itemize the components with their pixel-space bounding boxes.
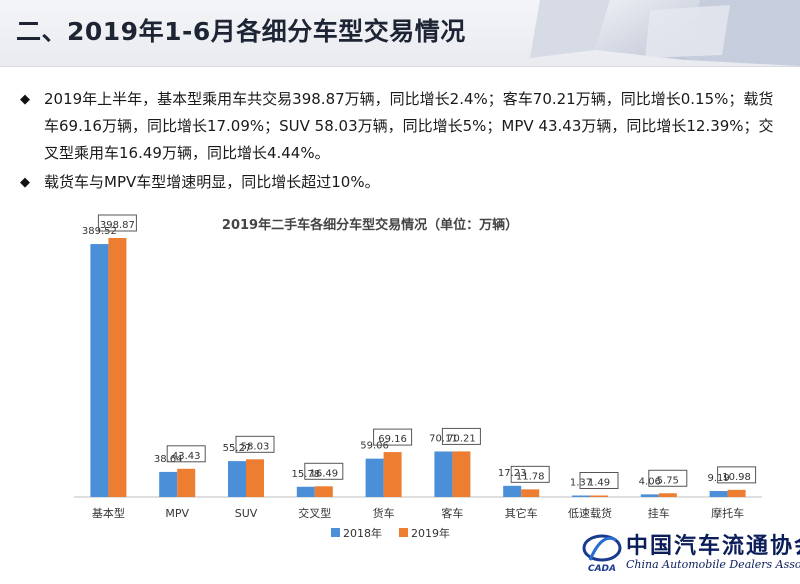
bullet-item: ◆ 载货车与MPV车型增速明显，同比增长超过10%。 <box>16 169 786 196</box>
data-label: 38.64 <box>154 454 183 465</box>
page-title: 二、2019年1-6月各细分车型交易情况 <box>16 17 466 46</box>
x-tick-label: 其它车 <box>505 506 538 520</box>
data-label: 43.43 <box>172 451 201 462</box>
legend-swatch <box>399 528 408 537</box>
data-label-box <box>235 435 275 453</box>
data-label-box <box>648 469 688 487</box>
bar-2019年-其它车 <box>521 489 540 497</box>
bar-2018年-低速载货 <box>572 495 590 497</box>
bar-2018年-客车 <box>434 451 453 497</box>
bullet-list: ◆ 2019年上半年，基本型乘用车共交易398.87万辆，同比增长2.4%；客车… <box>16 86 786 198</box>
bar-2018年-其它车 <box>503 485 522 497</box>
data-label: 59.06 <box>360 441 389 452</box>
x-tick-label: SUV <box>235 507 258 520</box>
data-label-box <box>166 445 206 463</box>
data-label: 15.78 <box>291 469 320 480</box>
diamond-bullet-icon: ◆ <box>20 92 30 107</box>
bar-2019年-货车 <box>383 452 402 497</box>
logo-name-en: China Automobile Dealers Association <box>626 558 800 571</box>
bar-2018年-SUV <box>228 461 246 497</box>
data-label: 1.49 <box>588 478 610 489</box>
legend-swatch <box>331 528 340 537</box>
data-label: 70.21 <box>447 433 476 444</box>
data-label: 11.78 <box>516 471 545 482</box>
data-label: 9.19 <box>707 473 729 484</box>
data-label: 58.03 <box>241 441 270 452</box>
bar-2019年-摩托车 <box>727 489 746 497</box>
bar-2018年-挂车 <box>640 494 659 497</box>
x-tick-label: 货车 <box>373 506 395 520</box>
bar-2019年-基本型 <box>108 238 127 497</box>
logo-name-cn: 中国汽车流通协会 <box>626 533 800 559</box>
data-label-box <box>717 466 757 484</box>
data-label: 398.87 <box>100 220 135 231</box>
data-label: 389.52 <box>82 226 117 237</box>
data-label: 55.27 <box>223 443 252 454</box>
bullet-text: 载货车与MPV车型增速明显，同比增长超过10%。 <box>44 173 380 191</box>
data-label: 17.23 <box>498 468 527 479</box>
association-logo: CADA 中国汽车流通协会 China Automobile Dealers A… <box>580 528 800 580</box>
chart-title: 2019年二手车各细分车型交易情况（单位：万辆） <box>222 217 518 233</box>
bar-2018年-货车 <box>365 458 384 497</box>
data-label-box <box>97 214 137 232</box>
data-label: 4.06 <box>639 476 661 487</box>
bar-2018年-基本型 <box>90 244 109 497</box>
bar-2019年-客车 <box>452 451 471 497</box>
data-label-box <box>304 462 344 480</box>
bullet-text: 2019年上半年，基本型乘用车共交易398.87万辆，同比增长2.4%；客车70… <box>44 90 774 162</box>
header-bar: 二、2019年1-6月各细分车型交易情况 <box>0 0 800 67</box>
bar-2018年-摩托车 <box>709 491 728 497</box>
bar-2019年-SUV <box>246 459 264 497</box>
bar-2019年-MPV <box>177 468 196 497</box>
data-label: 10.98 <box>722 472 751 483</box>
data-label: 1.37 <box>570 478 592 489</box>
data-label: 5.75 <box>657 475 679 486</box>
data-label-box <box>579 472 619 489</box>
x-tick-label: 交叉型 <box>298 506 331 520</box>
bar-2019年-低速载货 <box>590 495 608 497</box>
legend-label: 2018年 <box>343 526 382 540</box>
bar-2018年-MPV <box>159 471 178 497</box>
x-tick-label: 挂车 <box>648 506 670 520</box>
bar-2019年-交叉型 <box>314 486 333 497</box>
data-label-box <box>373 428 413 446</box>
logo-abbreviation: CADA <box>587 564 616 574</box>
data-label: 69.16 <box>378 434 407 445</box>
x-tick-label: MPV <box>165 507 189 520</box>
x-tick-label: 低速载货 <box>568 506 612 520</box>
diamond-bullet-icon: ◆ <box>20 175 30 190</box>
data-label-box <box>441 427 481 445</box>
cada-logo-icon <box>582 534 622 562</box>
data-label: 70.11 <box>429 433 458 444</box>
x-tick-label: 摩托车 <box>711 506 744 520</box>
bar-2019年-挂车 <box>658 493 677 497</box>
x-tick-label: 客车 <box>441 506 463 520</box>
legend-label: 2019年 <box>411 526 450 540</box>
header-decoration <box>530 0 800 66</box>
x-tick-label: 基本型 <box>92 506 125 520</box>
bullet-item: ◆ 2019年上半年，基本型乘用车共交易398.87万辆，同比增长2.4%；客车… <box>16 86 786 167</box>
data-label-box <box>510 465 550 483</box>
bar-2018年-交叉型 <box>296 486 315 497</box>
data-label: 16.49 <box>309 468 338 479</box>
